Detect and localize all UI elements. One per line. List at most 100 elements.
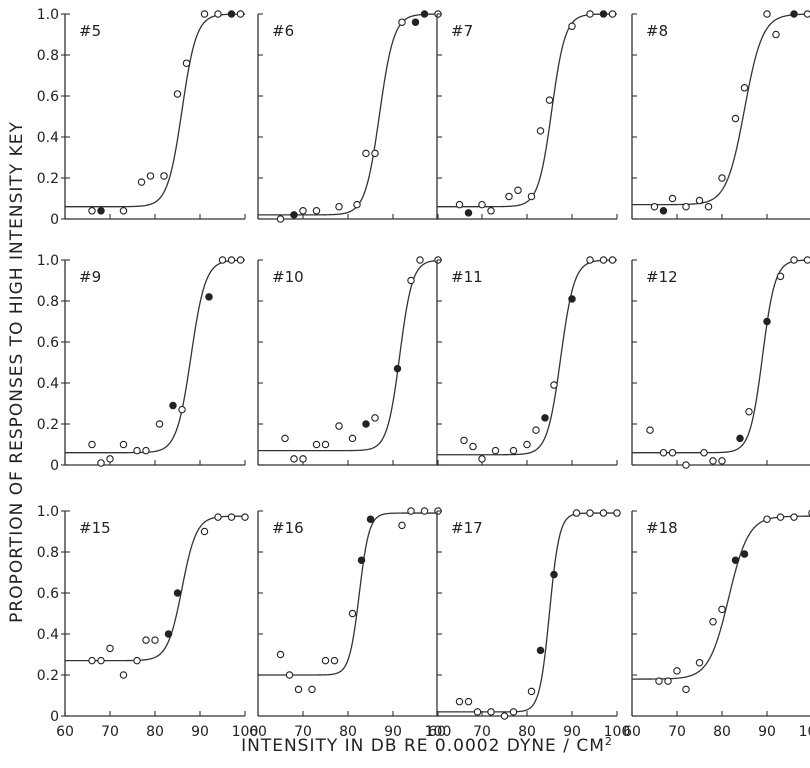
data-point-open [487, 207, 495, 215]
data-point-open [133, 656, 141, 665]
data-point-open [312, 440, 321, 449]
x-axis-title-superscript: 2 [605, 735, 613, 748]
y-tick-label: 0.8 [37, 48, 59, 64]
data-point-filled [173, 589, 182, 597]
data-point-open [608, 10, 617, 18]
data-point-open [460, 436, 468, 445]
x-tick-label: 70 [294, 724, 312, 740]
data-point-open [527, 687, 536, 696]
data-point-open [88, 440, 96, 449]
panel-label: #8 [646, 22, 668, 40]
fitted-curve [632, 515, 810, 680]
data-point-open [655, 677, 663, 685]
data-point-open [464, 697, 473, 706]
data-point-open [659, 448, 668, 457]
data-point-open [294, 685, 303, 694]
data-point-open [398, 521, 406, 530]
data-point-filled [357, 556, 366, 564]
data-point-open [398, 18, 406, 26]
panel-label: #9 [79, 268, 101, 286]
data-point-open [119, 671, 128, 679]
x-tick-label: 100 [799, 724, 810, 740]
data-point-open [790, 256, 798, 264]
data-point-open [469, 442, 477, 451]
y-tick-label: 0.2 [37, 171, 59, 187]
data-point-open [650, 202, 659, 211]
data-point-open [500, 712, 509, 720]
data-point-open [709, 457, 717, 465]
data-point-filled [763, 317, 771, 326]
fitted-curve [437, 512, 617, 713]
data-point-open [348, 434, 357, 443]
panel-label: #6 [272, 22, 294, 40]
data-point-open [420, 507, 429, 515]
data-point-open [335, 202, 343, 211]
data-point-open [151, 636, 159, 644]
data-point-open [646, 426, 654, 434]
x-tick-label: 80 [518, 724, 536, 740]
data-point-open [664, 677, 672, 685]
data-point-open [236, 10, 245, 18]
x-tick-label: 70 [668, 724, 686, 740]
panel-label: #10 [272, 268, 304, 286]
x-tick-label: 60 [428, 724, 446, 740]
data-point-open [704, 202, 713, 211]
fitted-curve [258, 13, 439, 216]
panel-label: #15 [79, 519, 111, 537]
y-tick-label: 0.8 [37, 294, 59, 310]
data-point-open [312, 207, 321, 215]
data-point-open [509, 708, 518, 716]
data-point-open [682, 202, 690, 211]
data-point-filled [227, 10, 236, 18]
data-point-open [455, 200, 464, 209]
data-point-filled [362, 420, 370, 428]
data-point-open [276, 215, 285, 223]
data-point-open [97, 459, 105, 467]
data-point-open [608, 256, 617, 264]
data-point-filled [164, 630, 173, 638]
x-tick-label: 60 [249, 724, 267, 740]
data-point-open [523, 440, 531, 449]
data-point-open [200, 527, 209, 536]
y-tick-label: 0.4 [37, 130, 59, 146]
data-point-open [321, 656, 330, 665]
data-point-open [586, 256, 594, 264]
data-point-open [214, 513, 222, 521]
panel-label: #5 [79, 22, 101, 40]
data-point-filled [790, 10, 798, 18]
data-point-open [803, 10, 810, 18]
fitted-curve [258, 512, 438, 676]
y-tick-label: 0.6 [37, 335, 59, 351]
panel-16: 60 70 80 90 100 #16 [249, 507, 451, 740]
data-point-open [668, 194, 677, 203]
panels-layer: 1.0 0.8 0.6 0.4 0.2 0 #5 #6 #7 #8 1.0 0.8 0.6 0.4 0.2 0… [37, 7, 810, 740]
panel-label: #18 [646, 519, 678, 537]
x-tick-label: 80 [339, 724, 357, 740]
data-point-open [700, 448, 708, 457]
data-point-open [88, 207, 96, 215]
x-tick-label: 80 [713, 724, 731, 740]
fitted-curve [632, 259, 810, 454]
data-point-open [532, 426, 540, 434]
y-tick-label: 1.0 [37, 7, 59, 23]
panel-7: #7 [436, 10, 618, 220]
data-point-open [299, 455, 307, 463]
data-point-open [790, 513, 798, 521]
data-point-open [772, 30, 780, 39]
data-point-filled [731, 556, 740, 564]
data-point-open [718, 605, 726, 614]
data-point-open [236, 256, 245, 264]
panel-15: 1.0 0.8 0.6 0.4 0.2 060 70 80 90 100 #15 [37, 504, 259, 740]
y-tick-label: 0 [50, 212, 59, 228]
data-point-open [227, 256, 236, 264]
data-point-open [586, 10, 594, 18]
data-point-open [155, 420, 164, 428]
data-point-open [290, 455, 298, 463]
panel-18: 60 70 80 90 100 #18 [623, 509, 810, 740]
data-point-open [709, 617, 717, 626]
data-point-open [505, 192, 513, 201]
x-tick-label: 80 [146, 724, 164, 740]
y-tick-label: 1.0 [37, 504, 59, 520]
data-point-open [335, 422, 343, 430]
data-point-filled [568, 295, 576, 303]
